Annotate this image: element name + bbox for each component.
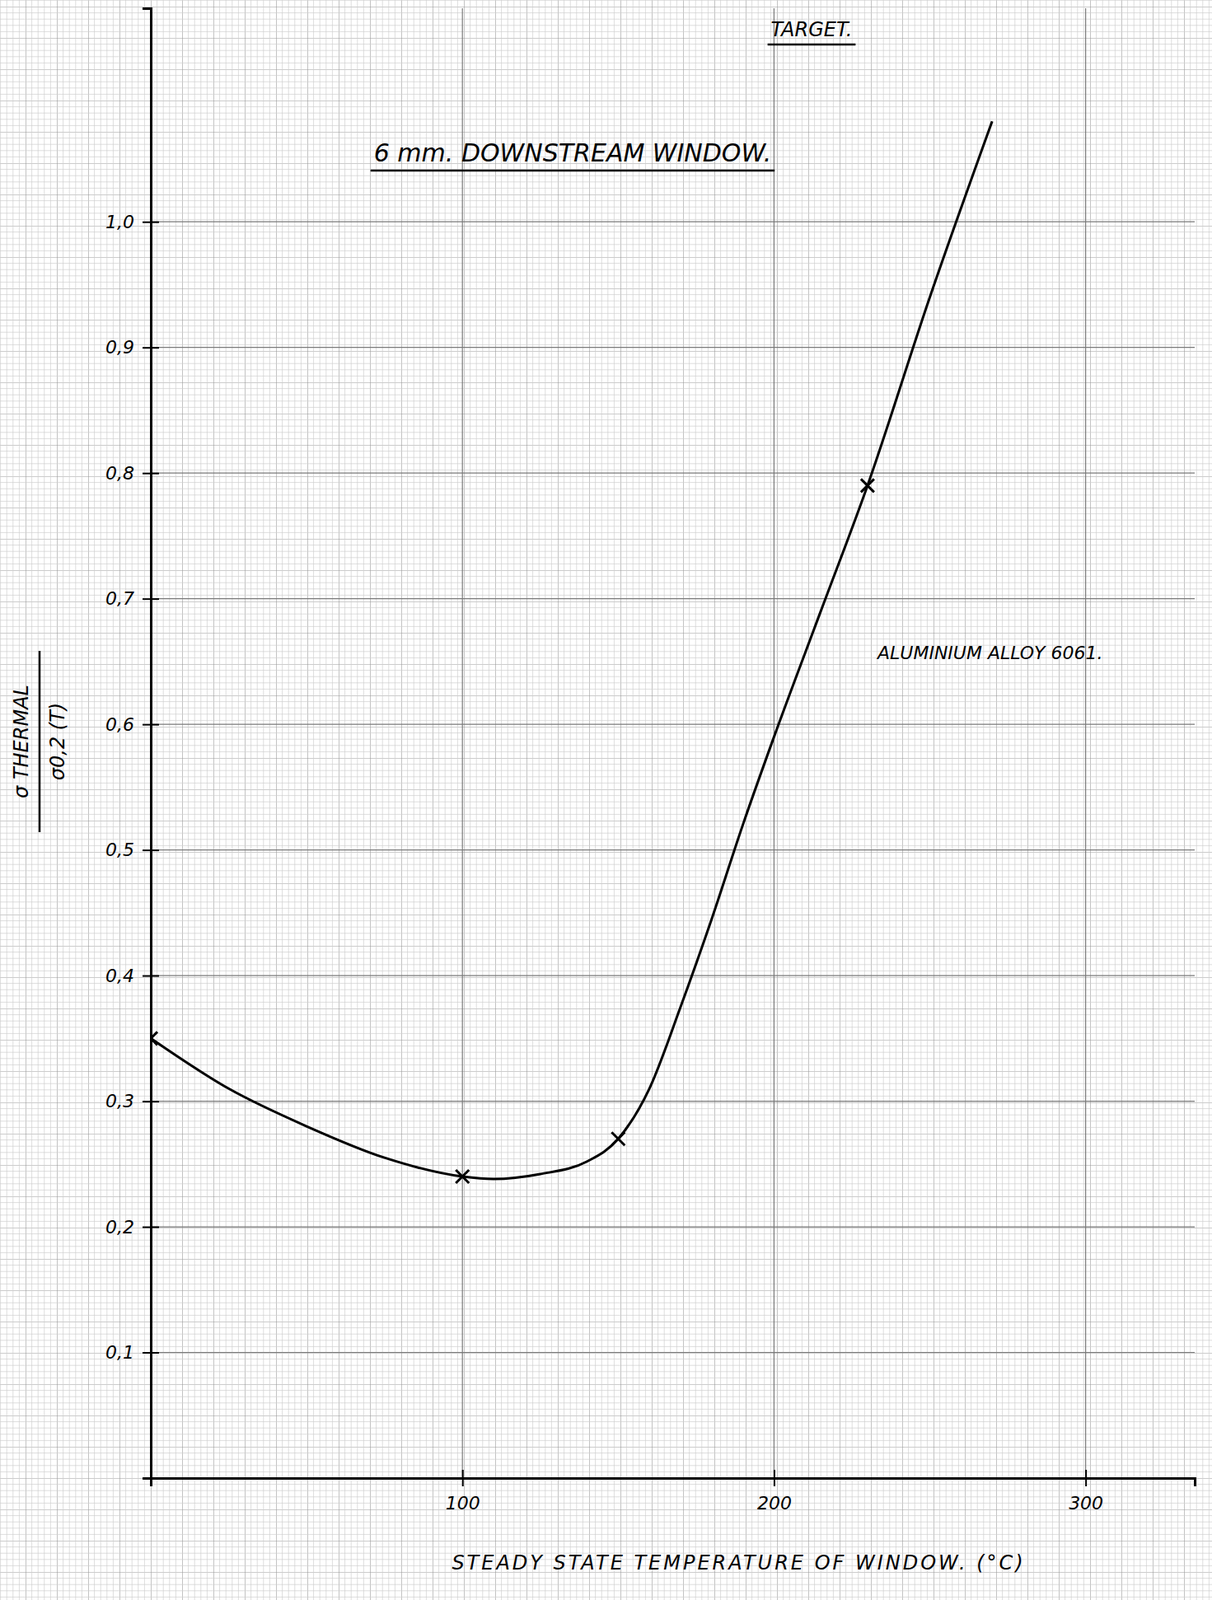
y-tick-mark	[142, 221, 160, 224]
y-tick-mark	[142, 975, 160, 978]
x-tick-label: 300	[1068, 1492, 1104, 1514]
y-tick-mark	[142, 849, 160, 852]
grid-line	[462, 8, 464, 1479]
x-tick-label: 100	[445, 1492, 481, 1514]
y-tick-label: 0,1	[105, 1342, 135, 1363]
y-tick-label: 0,9	[105, 336, 135, 358]
y-tick: 0,7	[105, 588, 160, 609]
y-axis-title-numerator: σ THERMAL	[9, 684, 33, 799]
x-tick: 200	[757, 1469, 792, 1514]
top-label-underline	[767, 43, 857, 47]
y-axis: 0,1 0,2 0,3 0,4 0,5 0,6 0,7 0,8 0,9 1,0	[105, 9, 160, 1479]
grid-line	[150, 598, 1195, 599]
grid-line	[150, 1100, 1195, 1102]
y-axis-title-denominator: σ0,2 (T)	[46, 702, 70, 781]
y-tick: 0,4	[105, 965, 160, 987]
y-tick-label: 0,2	[105, 1216, 135, 1238]
y-tick-label: 0,7	[105, 588, 135, 609]
x-axis: 100 200 300	[151, 1469, 1196, 1514]
grid-line	[150, 472, 1195, 474]
marker	[611, 1132, 625, 1146]
grid-line	[773, 8, 775, 1479]
y-tick: 1,0	[105, 211, 160, 233]
fraction-bar	[38, 650, 42, 833]
grid-line	[150, 974, 1195, 976]
y-tick-label: 0,4	[105, 965, 135, 987]
grid-line	[150, 1226, 1195, 1227]
marker	[455, 1169, 469, 1184]
x-tick-mark	[773, 1469, 776, 1487]
y-tick: 0,1	[105, 1342, 160, 1363]
y-tick-mark	[142, 1226, 160, 1229]
plot-area	[150, 121, 993, 1184]
y-tick: 0,5	[105, 839, 160, 861]
y-tick-mark	[142, 598, 160, 600]
x-tick: 100	[445, 1469, 481, 1514]
x-tick-label: 200	[757, 1492, 792, 1514]
y-tick-label: 0,3	[105, 1090, 135, 1112]
y-axis-line	[142, 9, 152, 1479]
grid-line	[150, 346, 1195, 348]
grid-line	[150, 1352, 1195, 1353]
y-tick: 0,3	[105, 1090, 160, 1112]
curve	[150, 121, 993, 1180]
y-tick-mark	[142, 472, 160, 475]
title-underline	[370, 169, 776, 173]
x-tick: 300	[1068, 1469, 1104, 1514]
y-tick-mark	[142, 724, 160, 726]
grid-line	[150, 221, 1195, 223]
grid-line	[150, 724, 1195, 726]
x-axis-title: STEADY STATE TEMPERATURE OF WINDOW. (°C)	[451, 1551, 1025, 1575]
y-tick-label: 0,8	[105, 463, 135, 484]
marker	[861, 478, 875, 492]
y-tick: 0,2	[105, 1216, 160, 1238]
x-tick-mark	[1085, 1469, 1087, 1487]
top-label: TARGET.	[771, 18, 853, 42]
y-tick-label: 0,6	[105, 714, 135, 735]
graph-paper	[0, 0, 1212, 1600]
y-tick: 0,8	[105, 463, 160, 484]
title: 6 mm. DOWNSTREAM WINDOW.	[374, 138, 773, 168]
y-tick: 0,9	[105, 336, 160, 358]
grid-line	[150, 849, 1195, 851]
annotation: ALUMINIUM ALLOY 6061.	[875, 642, 1104, 664]
grid-line	[1085, 8, 1086, 1479]
y-tick-mark	[142, 1352, 160, 1354]
grid	[150, 8, 1195, 1479]
chart: 100 200 300 0,1 0,2 0,3 0,4 0,5 0,6 0,7 0,8 0,9 1,0 T…	[0, 0, 1212, 1600]
marker	[150, 1031, 158, 1045]
x-axis-line	[151, 1478, 1196, 1488]
y-tick-mark	[142, 346, 160, 349]
y-tick-label: 1,0	[105, 211, 135, 233]
x-tick-mark	[462, 1469, 464, 1487]
y-tick-mark	[142, 1100, 160, 1103]
y-tick: 0,6	[105, 714, 160, 735]
y-tick-label: 0,5	[105, 839, 135, 861]
